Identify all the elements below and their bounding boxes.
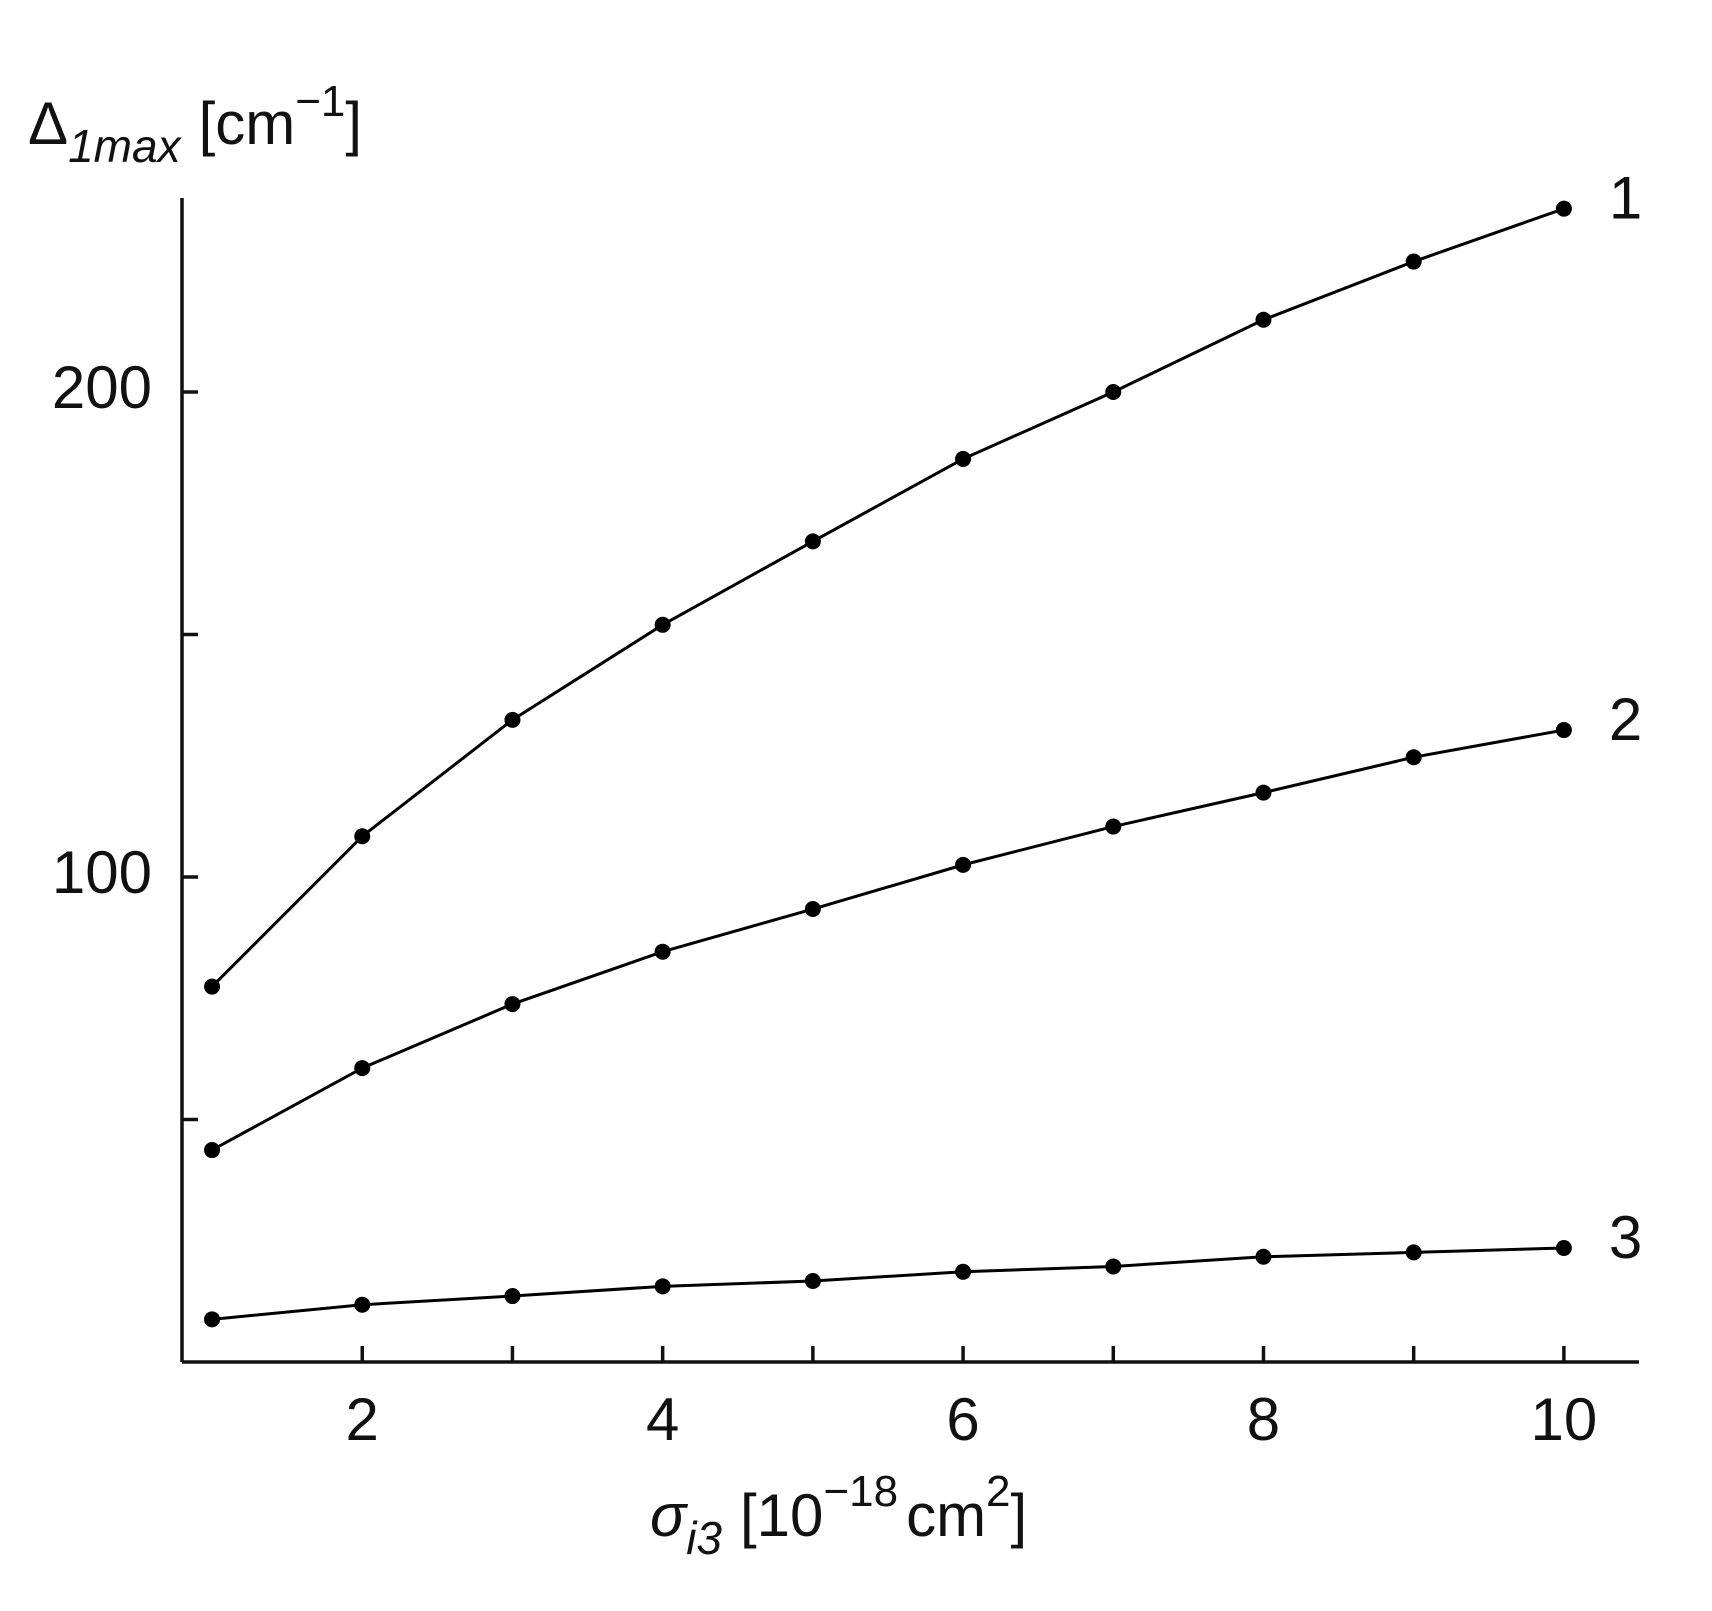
data-point xyxy=(1555,200,1572,217)
data-point xyxy=(654,1278,671,1295)
x-axis-label: σi3 [10−18 cm2] xyxy=(650,1467,1027,1565)
data-point xyxy=(204,1142,221,1159)
data-point xyxy=(1555,1240,1572,1257)
y-label-unit: [cm xyxy=(199,90,296,157)
data-point xyxy=(1255,1248,1272,1265)
data-point xyxy=(1105,818,1122,835)
x-tick-label: 2 xyxy=(346,1386,379,1453)
data-point xyxy=(504,711,521,728)
data-point xyxy=(804,533,821,550)
data-point xyxy=(955,1263,972,1280)
data-point xyxy=(1255,784,1272,801)
data-point xyxy=(804,1273,821,1290)
x-label-superscript2: 2 xyxy=(986,1467,1010,1516)
data-point xyxy=(1105,384,1122,400)
x-tick-label: 8 xyxy=(1247,1386,1280,1453)
y-label-symbol: Δ xyxy=(28,90,68,157)
data-point xyxy=(1105,1258,1122,1275)
data-point xyxy=(354,828,371,845)
data-point xyxy=(204,1311,221,1328)
series-label: 2 xyxy=(1609,686,1642,753)
data-point xyxy=(1405,749,1422,766)
x-label-subscript: i3 xyxy=(686,1512,722,1564)
data-point xyxy=(1405,1244,1422,1261)
x-label-unit: [10 xyxy=(740,1482,823,1549)
data-point xyxy=(354,1060,371,1077)
data-point xyxy=(955,450,972,467)
data-point xyxy=(1555,722,1572,739)
x-tick-label: 6 xyxy=(946,1386,979,1453)
data-point xyxy=(804,901,821,918)
series-line xyxy=(211,1246,1564,1321)
data-point xyxy=(354,1296,371,1313)
data-point xyxy=(654,616,671,633)
data-point xyxy=(1405,253,1422,270)
data-point xyxy=(504,1288,521,1305)
x-label-symbol: σ xyxy=(650,1482,689,1549)
data-point xyxy=(654,943,671,960)
y-tick-label: 200 xyxy=(52,354,152,421)
data-point xyxy=(955,856,972,873)
y-label-subscript: 1max xyxy=(68,120,182,172)
x-tick-label: 4 xyxy=(646,1386,679,1453)
x-label-close: ] xyxy=(1011,1482,1028,1549)
x-label-unit-mid: cm xyxy=(906,1482,986,1549)
x-tick-label: 10 xyxy=(1531,1386,1598,1453)
data-point xyxy=(1255,311,1272,328)
y-tick-label: 100 xyxy=(52,839,152,906)
y-axis-label: Δ1max [cm−1] xyxy=(28,77,362,173)
x-label-superscript: −18 xyxy=(823,1467,898,1516)
y-label-close: ] xyxy=(345,90,362,157)
data-point xyxy=(204,978,221,995)
y-label-superscript: −1 xyxy=(295,77,345,126)
series-line xyxy=(210,207,1565,988)
data-point xyxy=(504,996,521,1013)
series-line xyxy=(211,728,1565,1152)
series-label: 1 xyxy=(1609,165,1642,232)
series-label: 3 xyxy=(1609,1204,1642,1271)
